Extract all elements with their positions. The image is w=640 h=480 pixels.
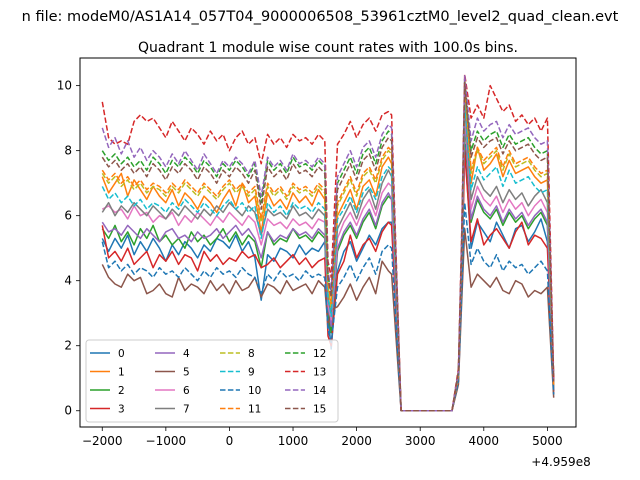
legend-label-13: 13 <box>313 367 326 379</box>
legend-label-11: 11 <box>248 404 261 416</box>
chart-title: Quadrant 1 module wise count rates with … <box>138 40 518 56</box>
x-tick-label: 2000 <box>341 434 372 448</box>
x-tick-label: 0 <box>226 434 234 448</box>
series-line-7 <box>101 101 555 412</box>
x-tick-label: −1000 <box>146 434 187 448</box>
legend-label-3: 3 <box>118 404 125 416</box>
series-line-13 <box>101 73 555 412</box>
legend-label-14: 14 <box>313 385 327 397</box>
x-tick-label: 3000 <box>405 434 436 448</box>
y-tick-label: 4 <box>64 274 72 288</box>
series-line-8 <box>101 88 555 412</box>
legend-label-9: 9 <box>248 367 255 379</box>
plot-frame <box>79 57 577 428</box>
legend-label-6: 6 <box>183 385 190 397</box>
x-tick-label: 1000 <box>278 434 309 448</box>
series-lines <box>101 73 555 412</box>
legend-label-2: 2 <box>118 385 125 397</box>
y-axis: 0 2 4 6 8 10 <box>57 79 80 418</box>
x-axis: −2000 −1000 0 1000 2000 3000 4000 5000 <box>82 427 563 448</box>
x-tick-label: 5000 <box>532 434 563 448</box>
series-line-10 <box>101 201 555 412</box>
y-tick-label: 0 <box>64 404 72 418</box>
legend-label-4: 4 <box>183 348 190 360</box>
legend-label-15: 15 <box>313 404 326 416</box>
x-axis-offset-label: +4.959e8 <box>531 455 590 469</box>
legend-box <box>85 339 339 423</box>
x-tick-label: 4000 <box>469 434 500 448</box>
series-line-5 <box>101 227 555 412</box>
legend-label-0: 0 <box>118 348 125 360</box>
legend-label-5: 5 <box>183 367 190 379</box>
x-tick-label: −2000 <box>82 434 123 448</box>
legend-label-12: 12 <box>313 348 326 360</box>
legend-label-8: 8 <box>248 348 255 360</box>
y-tick-label: 8 <box>64 144 72 158</box>
series-line-11 <box>101 84 555 412</box>
y-tick-label: 2 <box>64 339 72 353</box>
y-tick-label: 10 <box>57 79 72 93</box>
legend-label-10: 10 <box>248 385 261 397</box>
series-line-15 <box>101 81 555 412</box>
legend-label-7: 7 <box>183 404 190 416</box>
legend-label-1: 1 <box>118 367 125 379</box>
series-line-14 <box>101 75 555 412</box>
series-line-9 <box>101 97 555 412</box>
y-tick-label: 6 <box>64 209 72 223</box>
series-line-6 <box>101 107 555 412</box>
series-line-12 <box>101 78 555 412</box>
series-line-0 <box>101 143 555 412</box>
figure-suptitle: n file: modeM0/AS1A14_057T04_9000006508_… <box>22 9 619 25</box>
